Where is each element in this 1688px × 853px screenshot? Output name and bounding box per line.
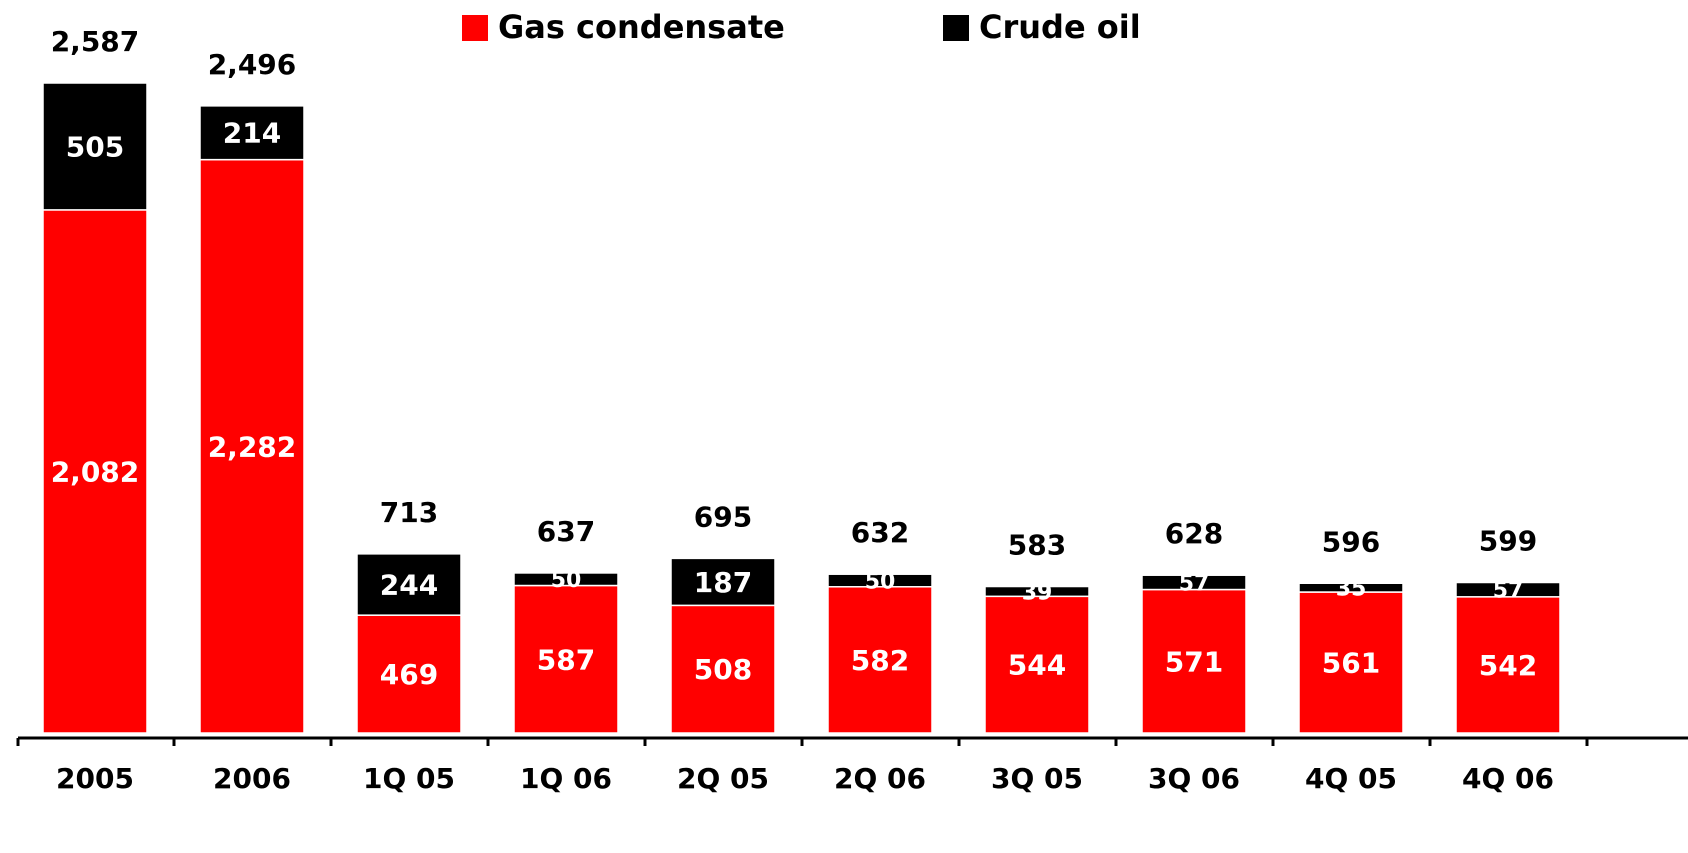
value-label: 582 [851, 644, 909, 677]
x-tick-label: 2006 [213, 762, 291, 795]
value-label: 50 [865, 569, 896, 594]
value-label: 587 [537, 643, 595, 676]
x-tick-label: 3Q 06 [1148, 762, 1240, 795]
value-label: 244 [380, 569, 438, 602]
value-label: 214 [223, 117, 281, 150]
bar-segment [670, 604, 776, 734]
legend-swatch [462, 15, 488, 41]
total-label: 2,496 [208, 48, 297, 81]
x-tick-label: 2Q 06 [834, 762, 926, 795]
x-tick-label: 4Q 05 [1305, 762, 1397, 795]
value-label: 57 [1493, 579, 1524, 604]
bar-segment [199, 105, 305, 161]
total-label: 713 [380, 496, 438, 529]
value-label: 561 [1322, 647, 1380, 680]
bar-segment [827, 573, 933, 588]
bar-segment [513, 584, 619, 734]
total-label: 599 [1479, 524, 1537, 557]
x-tick-label: 2Q 05 [677, 762, 769, 795]
value-label: 57 [1179, 571, 1210, 596]
value-label: 544 [1008, 649, 1066, 682]
bar-segment [984, 585, 1090, 598]
bar-segment [670, 557, 776, 607]
legend-label: Gas condensate [498, 8, 785, 46]
bar-segment [42, 209, 148, 734]
value-label: 2,082 [51, 455, 140, 488]
bar-segment [356, 553, 462, 616]
value-label: 505 [66, 130, 124, 163]
value-label: 50 [551, 568, 582, 593]
value-label: 39 [1022, 580, 1053, 605]
total-label: 596 [1322, 525, 1380, 558]
total-label: 637 [537, 515, 595, 548]
value-label: 2,282 [208, 430, 297, 463]
x-tick-label: 3Q 05 [991, 762, 1083, 795]
bar-segment [984, 595, 1090, 734]
bar-segment [1298, 582, 1404, 593]
value-label: 542 [1479, 649, 1537, 682]
x-tick-label: 2005 [56, 762, 134, 795]
bar-segment [513, 572, 619, 587]
total-label: 628 [1165, 517, 1223, 550]
value-label: 35 [1336, 577, 1367, 602]
value-label: 469 [380, 658, 438, 691]
total-label: 632 [851, 516, 909, 549]
bar-segment [1455, 596, 1561, 734]
bar-segment [1298, 591, 1404, 734]
bar-segment [1141, 574, 1247, 591]
x-tick-label: 1Q 06 [520, 762, 612, 795]
value-label: 187 [694, 566, 752, 599]
total-label: 2,587 [51, 25, 140, 58]
value-label: 508 [694, 653, 752, 686]
x-tick-label: 1Q 05 [363, 762, 455, 795]
legend-label: Crude oil [979, 8, 1141, 46]
legend-swatch [943, 15, 969, 41]
bar-segment [1455, 581, 1561, 598]
total-label: 583 [1008, 529, 1066, 562]
total-label: 695 [694, 500, 752, 533]
x-tick-label: 4Q 06 [1462, 762, 1554, 795]
bar-segment [42, 82, 148, 211]
bar-segment [356, 614, 462, 734]
value-label: 571 [1165, 645, 1223, 678]
bar-segment [827, 586, 933, 734]
